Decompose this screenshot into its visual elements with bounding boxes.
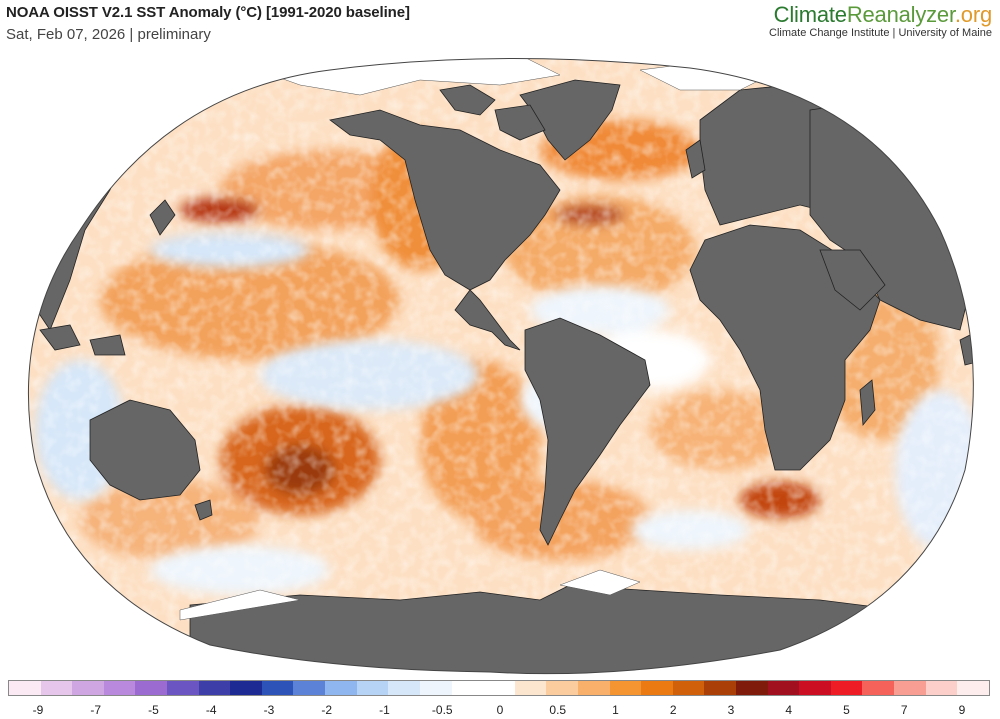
legend-tick-label: -5 — [148, 703, 159, 717]
legend-swatch — [736, 681, 768, 695]
legend-swatch — [483, 681, 515, 695]
legend-swatch — [704, 681, 737, 695]
legend-swatch — [261, 681, 294, 695]
north-america — [329, 109, 561, 351]
map-title: NOAA OISST V2.1 SST Anomaly (°C) [1991-2… — [6, 4, 410, 21]
legend-swatch — [135, 681, 168, 695]
legend-swatch — [799, 681, 831, 695]
legend-swatch — [609, 681, 642, 695]
legend-swatch — [957, 681, 989, 695]
australia — [89, 399, 201, 501]
legend-swatch — [451, 681, 484, 695]
legend-swatch — [641, 681, 673, 695]
legend-tick-label: 2 — [669, 703, 677, 717]
legend-tick-label: -7 — [90, 703, 102, 717]
legend-tick-label: -2 — [321, 703, 333, 717]
legend-swatch — [546, 681, 578, 695]
legend-swatch — [830, 681, 863, 695]
legend-swatch — [9, 681, 41, 695]
color-scale-bar — [8, 680, 990, 696]
legend-swatch — [293, 681, 326, 695]
legend-tick-label: 9 — [958, 703, 966, 717]
legend-tick-label: 1 — [612, 703, 619, 717]
legend-swatch — [925, 681, 958, 695]
legend-tick-label: -4 — [205, 703, 217, 717]
legend-swatch — [40, 681, 73, 695]
legend-swatch — [72, 681, 104, 695]
legend-swatch — [230, 681, 262, 695]
antarctica — [189, 584, 901, 674]
legend-tick-label: 7 — [900, 703, 908, 717]
legend-tick-label: 5 — [843, 703, 850, 717]
legend-swatch — [356, 681, 389, 695]
brand-name: ClimateReanalyzer.org — [773, 2, 993, 27]
legend-swatch — [767, 681, 800, 695]
map-date: Sat, Feb 07, 2026 | preliminary — [6, 26, 211, 43]
legend-swatch — [198, 681, 231, 695]
legend-tick-label: -0.5 — [431, 703, 453, 717]
legend-swatch — [419, 681, 452, 695]
legend-swatch — [862, 681, 895, 695]
legend-swatch — [514, 681, 547, 695]
legend-tick-label: 0 — [496, 703, 504, 717]
legend-tick-label: -9 — [32, 703, 44, 717]
legend-swatch — [167, 681, 199, 695]
brand-logo[interactable]: ClimateReanalyzer.org Climate Change Ins… — [769, 2, 992, 39]
legend-tick-label: 4 — [785, 703, 793, 717]
legend-tick-label: -3 — [263, 703, 275, 717]
legend-tick-label: 0.5 — [549, 703, 567, 717]
legend-swatch — [388, 681, 420, 695]
legend-swatch — [103, 681, 136, 695]
legend-swatch — [325, 681, 357, 695]
legend-tick-label: 3 — [727, 703, 735, 717]
brand-tagline: Climate Change Institute | University of… — [769, 27, 992, 39]
south-america — [524, 317, 651, 546]
legend-swatch — [577, 681, 610, 695]
legend-swatch — [672, 681, 705, 695]
legend-tick-label: -1 — [379, 703, 390, 717]
legend-swatch — [894, 681, 926, 695]
